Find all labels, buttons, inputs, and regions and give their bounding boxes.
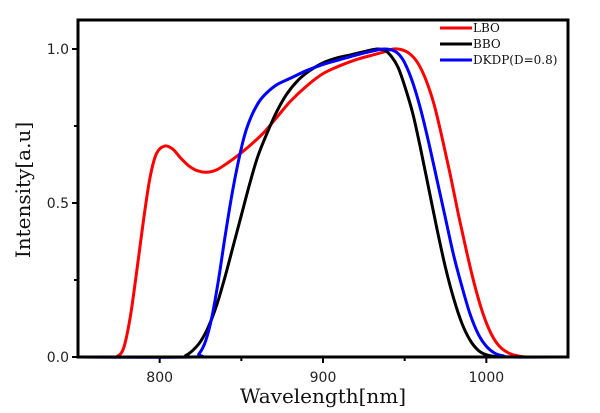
y-axis-title: Intensity[a.u] bbox=[11, 122, 35, 258]
y-tick-label: 1.0 bbox=[47, 42, 69, 58]
x-tick-label: 1000 bbox=[469, 370, 505, 386]
y-tick-label: 0.0 bbox=[47, 350, 69, 366]
y-tick-label: 0.5 bbox=[47, 196, 69, 212]
plot-lines bbox=[77, 47, 569, 359]
series-line-bbo bbox=[77, 47, 569, 359]
plot-frame bbox=[76, 18, 570, 359]
legend-label: BBO bbox=[473, 37, 501, 51]
legend-label: LBO bbox=[473, 21, 500, 35]
legend-label: DKDP(D=0.8) bbox=[473, 53, 557, 67]
x-tick-label: 900 bbox=[310, 370, 337, 386]
legend: LBO BBO DKDP(D=0.8) bbox=[440, 21, 557, 67]
x-tick-label: 800 bbox=[146, 370, 173, 386]
series-line-lbo bbox=[77, 47, 569, 359]
x-axis-title: Wavelength[nm] bbox=[240, 384, 406, 408]
series-line-dkdp-d-0-8 bbox=[77, 47, 569, 359]
axis-ticks: 800 900 1000 0.0 0.5 1.0 bbox=[47, 42, 504, 386]
